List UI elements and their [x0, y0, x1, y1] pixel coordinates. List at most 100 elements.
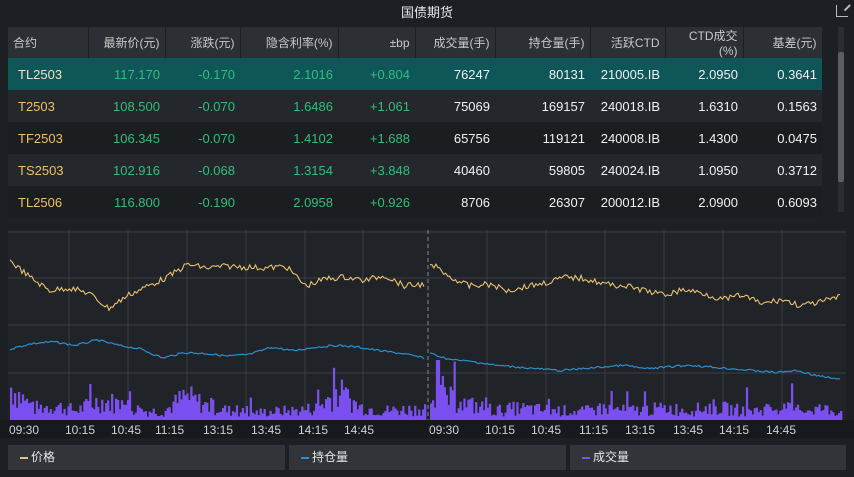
column-header[interactable]: 持仓量(手) — [495, 27, 591, 58]
volume-bar — [690, 411, 694, 420]
volume-bar — [352, 400, 355, 420]
volume-bar — [168, 407, 171, 420]
volume-bar — [154, 413, 157, 420]
table-row[interactable]: T2503 108.500 -0.070 1.6486 +1.061 75069 16915… — [8, 90, 822, 122]
column-header[interactable]: 基差(元) — [743, 27, 823, 58]
column-header[interactable]: ±bp — [338, 27, 416, 58]
volume-bar — [834, 415, 837, 420]
volume-bar — [726, 403, 729, 420]
table-cell: 1.4300 — [665, 122, 743, 154]
volume-bar — [606, 414, 609, 420]
volume-bar — [781, 409, 784, 420]
volume-bar — [433, 407, 437, 420]
volume-bar — [830, 410, 833, 420]
volume-bar — [162, 416, 165, 420]
volume-bar — [402, 405, 405, 420]
x-tick-label: 13:45 — [673, 423, 703, 437]
volume-bar — [518, 413, 521, 420]
price-swatch-icon — [20, 456, 28, 459]
volume-bar — [126, 400, 130, 420]
volume-bar — [787, 402, 790, 420]
volume-bar — [775, 409, 778, 420]
x-tick-label: 14:15 — [719, 423, 749, 437]
volume-bar — [624, 410, 627, 420]
volume-bar — [103, 411, 106, 420]
column-header[interactable]: 成交量(手) — [415, 27, 496, 58]
column-header[interactable]: 隐含利率(%) — [240, 27, 339, 58]
volume-bar — [364, 413, 367, 420]
volume-bar — [95, 397, 98, 420]
popout-icon[interactable] — [836, 5, 848, 17]
volume-bar — [488, 403, 492, 420]
volume-bar — [65, 415, 68, 420]
table-cell: -0.190 — [165, 186, 240, 218]
table-cell: -0.068 — [165, 154, 240, 186]
scrollbar[interactable] — [838, 27, 844, 212]
volume-bar — [447, 404, 450, 420]
column-header[interactable]: 活跃CTD — [590, 27, 666, 58]
volume-bar — [47, 412, 50, 420]
legend-label: 价格 — [31, 450, 56, 464]
oi-swatch-icon — [301, 456, 309, 459]
volume-bar — [661, 407, 664, 420]
table-row[interactable]: TF2503 106.345 -0.070 1.4102 +1.688 65756 1191… — [8, 122, 822, 154]
scrollbar-thumb[interactable] — [838, 52, 844, 182]
volume-bar — [194, 394, 197, 420]
volume-bar — [39, 404, 42, 420]
volume-bar — [641, 406, 645, 420]
volume-bar — [418, 409, 421, 420]
volume-bar — [696, 402, 700, 420]
volume-bar — [767, 404, 770, 420]
volume-bar — [747, 409, 751, 420]
volume-bar — [170, 412, 173, 420]
volume-bar — [114, 398, 118, 420]
volume-bar — [156, 416, 159, 420]
table-cell: 210005.IB — [590, 58, 665, 90]
legend-volume[interactable]: 成交量 — [570, 445, 846, 470]
volume-swatch-icon — [582, 456, 590, 459]
table-cell: +1.688 — [338, 122, 415, 154]
volume-bar — [301, 406, 304, 420]
table-row[interactable]: TL2506 116.800 -0.190 2.0958 +0.926 8706 26307… — [8, 186, 822, 218]
column-header[interactable]: CTD成交(%) — [665, 27, 744, 58]
volume-bar — [368, 408, 371, 420]
volume-bar — [77, 412, 80, 420]
volume-bar — [283, 405, 286, 420]
legend-price[interactable]: 价格 — [8, 445, 285, 470]
volume-bar — [751, 414, 755, 420]
x-tick-label: 14:45 — [344, 423, 374, 437]
volume-bar — [19, 403, 23, 420]
table-cell: -0.070 — [165, 122, 240, 154]
volume-bar — [408, 405, 411, 420]
volume-bar — [628, 407, 631, 420]
volume-bar — [386, 405, 389, 420]
column-header[interactable]: 涨跌(元) — [165, 27, 241, 58]
table-cell: 59805 — [495, 154, 590, 186]
volume-bar — [437, 360, 441, 420]
volume-bar — [243, 413, 247, 420]
volume-bar — [431, 400, 435, 420]
volume-bar — [616, 407, 619, 420]
volume-bar — [643, 391, 647, 420]
volume-bar — [749, 410, 753, 420]
volume-bar — [81, 411, 84, 420]
volume-bar — [583, 409, 586, 420]
volume-bar — [492, 414, 496, 420]
x-tick-label: 13:45 — [251, 423, 281, 437]
column-header[interactable]: 合约 — [8, 27, 89, 58]
volume-bar — [241, 408, 245, 420]
volume-bar — [130, 411, 134, 420]
volume-bar — [561, 414, 564, 420]
volume-bar — [665, 413, 668, 420]
volume-bar — [271, 414, 274, 420]
volume-bar — [473, 413, 476, 420]
volume-bar — [172, 401, 175, 420]
table-row[interactable]: TS2503 102.916 -0.068 1.3154 +3.848 40460 5980… — [8, 154, 822, 186]
legend-oi[interactable]: 持仓量 — [289, 445, 566, 470]
volume-bar — [146, 416, 149, 420]
column-header[interactable]: 最新价(元) — [88, 27, 166, 58]
table-row[interactable]: TL2503 117.170 -0.170 2.1016 +0.804 76247 8013… — [8, 58, 822, 90]
volume-bar — [451, 390, 454, 420]
volume-bar — [526, 405, 529, 420]
volume-bar — [600, 414, 603, 420]
